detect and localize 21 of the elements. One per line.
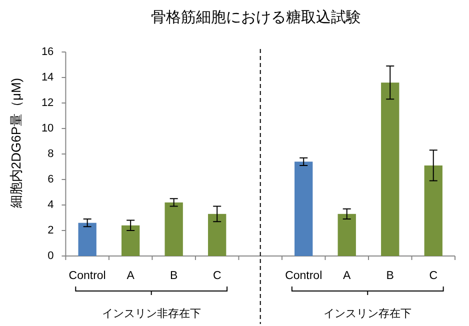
y-tick-label: 8 [48, 148, 54, 160]
annotation: インスリン非存在下 [102, 308, 201, 320]
ylabel: 細胞内2DG6P量（μM) [8, 78, 24, 208]
x-tick-label: B [170, 270, 178, 282]
y-tick-label: 14 [41, 72, 54, 84]
y-tick-label: 12 [41, 97, 54, 109]
x-tick-label: A [343, 270, 352, 282]
y-tick-label: 0 [48, 250, 54, 262]
x-tick-label: B [386, 270, 394, 282]
x-tick-label: C [429, 270, 438, 282]
y-tick-label: 6 [48, 174, 54, 186]
y-tick-label: 10 [41, 122, 54, 134]
x-tick-label: A [126, 270, 135, 282]
x-tick-label: C [212, 270, 222, 282]
title: 骨格筋細胞における糖取込試験 [151, 9, 361, 26]
annotation: インスリン存在下 [324, 308, 412, 320]
y-tick-label: 2 [48, 224, 54, 236]
x-tick-label: Control [68, 270, 106, 282]
y-tick-label: 4 [48, 199, 54, 211]
x-tick-label: Control [285, 270, 322, 282]
y-tick-label: 16 [41, 46, 54, 58]
